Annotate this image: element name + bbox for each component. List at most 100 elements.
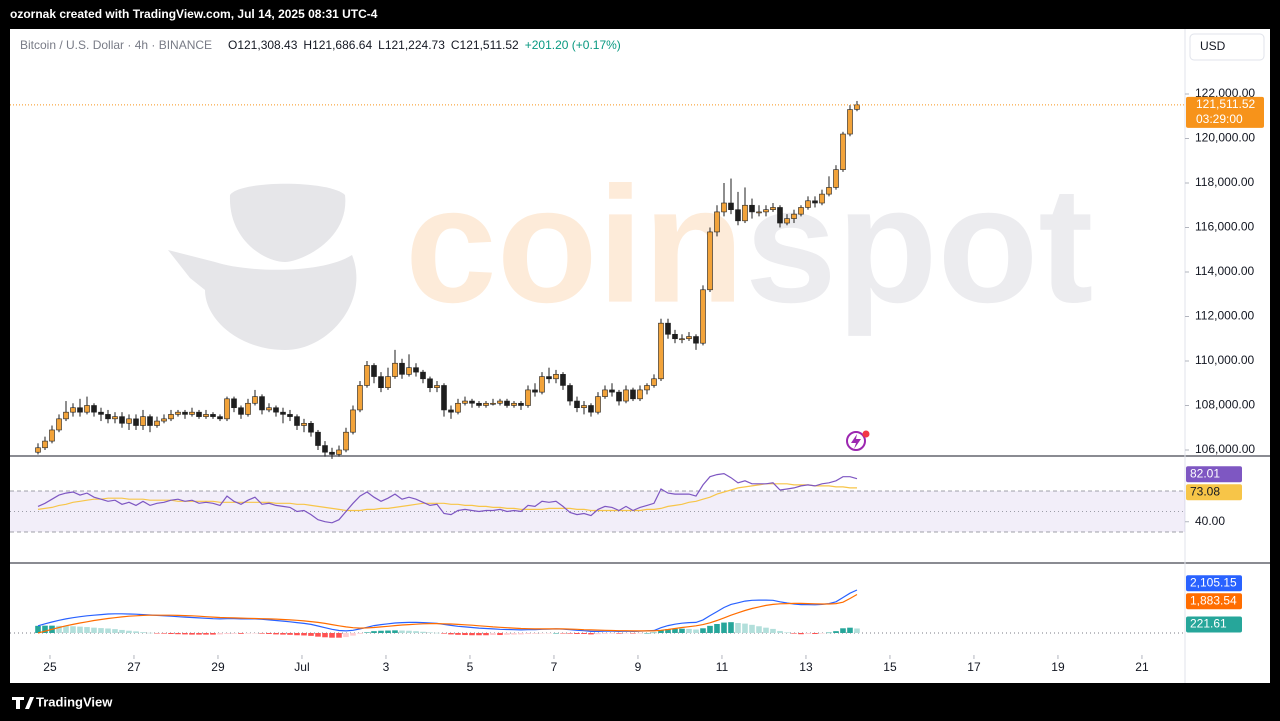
candle-body — [56, 418, 62, 431]
candle-body — [497, 400, 503, 404]
brand-logo — [12, 697, 34, 709]
logo-head — [229, 183, 346, 262]
histogram-bar — [462, 632, 468, 636]
histogram-bar — [469, 632, 475, 636]
histogram-bar — [91, 627, 97, 633]
histogram-bar — [329, 632, 335, 638]
currency-button[interactable] — [1189, 33, 1265, 61]
candle-body — [147, 416, 153, 426]
candle-body — [847, 109, 853, 135]
candle-body — [203, 414, 209, 417]
legend-value: L121,224.73 — [378, 38, 445, 52]
y-tick-label: 40.00 — [1195, 514, 1225, 528]
candle-body — [434, 385, 440, 388]
candle-body — [581, 405, 587, 409]
last-value: 1,883.54 — [1190, 593, 1237, 607]
watermark: coin spot — [168, 153, 1093, 350]
histogram-bar — [553, 632, 559, 634]
y-tick-label: 116,000.00 — [1195, 220, 1254, 234]
legend: Bitcoin / U.S. Dollar · 4h · BINANCE — [20, 38, 212, 52]
histogram-bar — [672, 628, 678, 633]
candle-body — [336, 449, 342, 455]
candle-body — [308, 422, 314, 433]
histogram-bar — [504, 632, 510, 635]
candle-body — [805, 200, 811, 208]
histogram-bar — [112, 629, 118, 633]
histogram-bar — [105, 628, 111, 633]
candle-body — [112, 416, 118, 420]
candle-body — [119, 416, 125, 424]
histogram-bar — [399, 630, 405, 633]
candle-body — [231, 398, 237, 409]
candle-body — [686, 336, 692, 340]
histogram-bar — [161, 632, 167, 634]
candle-body — [399, 362, 405, 375]
histogram-bar — [77, 626, 83, 633]
price-box — [1186, 96, 1264, 128]
candle-body — [385, 376, 391, 388]
candle-body — [518, 402, 524, 406]
candle-body — [161, 418, 167, 422]
candle-body — [784, 218, 790, 224]
candle-body — [259, 396, 265, 411]
candle-body — [84, 405, 90, 413]
candle-body — [609, 389, 615, 393]
histogram-bar — [224, 632, 230, 635]
candle-body — [315, 431, 321, 446]
histogram-bar — [679, 628, 685, 633]
histogram-bar — [210, 632, 216, 635]
last-value: 82.01 — [1190, 466, 1220, 480]
histogram-bar — [147, 632, 153, 634]
histogram-bar — [581, 632, 587, 635]
candle-body — [350, 409, 356, 433]
candle-body — [280, 411, 286, 415]
histogram-bar — [686, 628, 692, 633]
histogram-bar — [609, 632, 615, 634]
candle-body — [189, 411, 195, 415]
header-text: ozornak created with TradingView.com, Ju… — [10, 7, 378, 21]
histogram-bar — [322, 632, 328, 638]
candle-body — [238, 407, 244, 415]
histogram-bar — [721, 622, 727, 633]
histogram-bar — [742, 623, 748, 633]
histogram-bar — [847, 627, 853, 633]
alert-icon[interactable] — [846, 430, 870, 451]
x-tick-label: 5 — [467, 660, 474, 674]
histogram-bar — [728, 622, 734, 633]
candle-body — [616, 391, 622, 402]
currency: USD — [1200, 39, 1226, 53]
candle-body — [721, 202, 727, 213]
candle-body — [413, 367, 419, 373]
candle-body — [560, 374, 566, 386]
candle-body — [364, 365, 370, 386]
histogram-bar — [287, 632, 293, 635]
x-tick-label: 3 — [383, 660, 390, 674]
candle-body — [812, 200, 818, 204]
candle-body — [252, 396, 258, 404]
candle-body — [140, 416, 146, 426]
candle-body — [35, 447, 41, 453]
histogram-bar — [308, 632, 314, 636]
candle-body — [406, 367, 412, 375]
histogram-bar — [784, 632, 790, 633]
histogram-bar — [749, 624, 755, 633]
candle-body — [532, 389, 538, 393]
x-tick-label: 25 — [43, 660, 57, 674]
histogram-bar — [791, 632, 797, 634]
candle-body — [105, 414, 111, 420]
histogram-bar — [644, 632, 650, 634]
candle-body — [182, 411, 188, 415]
alert-dot — [862, 430, 870, 438]
candle-body — [567, 385, 573, 402]
legend-value: C121,511.52 — [451, 38, 519, 52]
candle-body — [70, 407, 76, 413]
candle-body — [588, 405, 594, 413]
candle-body — [245, 402, 251, 415]
candle-body — [553, 374, 559, 380]
histogram-bar — [203, 632, 209, 635]
histogram-bar — [490, 632, 496, 636]
indicator-line — [37, 472, 858, 524]
candle-body — [77, 407, 83, 413]
histogram-bar — [350, 632, 356, 636]
